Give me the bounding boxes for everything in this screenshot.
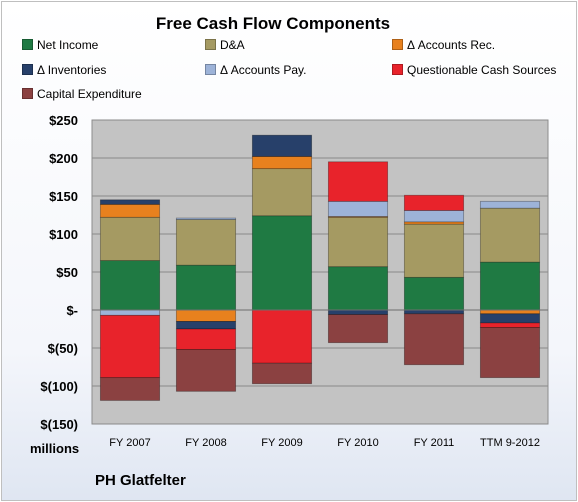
bar-segment (99, 260, 161, 311)
x-tick-label: FY 2007 (109, 437, 150, 449)
bar-segment (99, 309, 161, 316)
legend-item-net-income: Net Income (22, 38, 98, 52)
bar-segment (403, 309, 465, 315)
legend-swatch (22, 39, 33, 50)
bar-segment (403, 223, 465, 278)
bar-segment (175, 217, 237, 220)
bar-segment (479, 261, 541, 311)
y-tick-label: $50 (56, 265, 78, 280)
bar-segment (175, 349, 237, 392)
bar-segment (327, 216, 389, 268)
legend-swatch (205, 64, 216, 75)
x-tick-label: FY 2011 (414, 437, 455, 449)
bar-segment (327, 161, 389, 202)
legend-label: D&A (220, 38, 245, 52)
y-tick-label: $250 (49, 113, 78, 128)
bar-segment (99, 203, 161, 218)
bar-segment (251, 309, 313, 364)
bar-segment (99, 377, 161, 401)
legend-item-accounts-pay: Δ Accounts Pay. (205, 63, 307, 77)
bar-segment (479, 322, 541, 328)
legend-swatch (22, 64, 33, 75)
legend-label: Δ Accounts Pay. (220, 63, 307, 77)
bar-segment (479, 309, 541, 315)
bar-segment (327, 200, 389, 217)
chart-title: Free Cash Flow Components (155, 14, 391, 33)
legend-swatch (22, 88, 33, 99)
bar-segment (99, 314, 161, 379)
x-tick-label: FY 2010 (337, 437, 378, 449)
legend-label: Net Income (37, 38, 99, 52)
y-tick-label: $(50) (48, 341, 78, 356)
y-tick-label: $(150) (40, 417, 78, 432)
bar-segment (175, 264, 237, 311)
y-tick-label: $- (66, 303, 78, 318)
x-tick-label: FY 2008 (185, 437, 226, 449)
bar-segment (403, 313, 465, 366)
bar-segment (479, 207, 541, 263)
bar-segment (251, 156, 313, 170)
bar-segment (479, 327, 541, 379)
bar-segment (251, 215, 313, 311)
bar-segment (175, 219, 237, 266)
units-label: millions (30, 441, 80, 456)
legend-item-capex: Capital Expenditure (22, 87, 142, 101)
bar-segment (327, 266, 389, 311)
x-tick-label: TTM 9-2012 (480, 437, 540, 449)
bar-segment (175, 309, 237, 322)
company-name: PH Glatfelter (95, 472, 186, 489)
legend-swatch (392, 39, 403, 50)
legend-label: Δ Inventories (37, 63, 107, 77)
legend-item-questionable: Questionable Cash Sources (392, 63, 556, 77)
bar-segment (403, 194, 465, 211)
bar-segment (251, 168, 313, 217)
bar-segment (99, 216, 161, 261)
legend-item-da: D&A (205, 38, 245, 52)
bar-segment (327, 309, 389, 315)
y-tick-label: $100 (49, 227, 78, 242)
legend-swatch (392, 64, 403, 75)
legend-label: Questionable Cash Sources (407, 63, 557, 77)
y-tick-label: $150 (49, 189, 78, 204)
legend-swatch (205, 39, 216, 50)
legend-item-accounts-rec: Δ Accounts Rec. (392, 38, 495, 52)
bar-segment (403, 276, 465, 311)
x-tick-label: FY 2009 (261, 437, 302, 449)
y-tick-label: $200 (49, 151, 78, 166)
bar-segment (175, 320, 237, 330)
bar-segment (327, 314, 389, 344)
legend-item-inventories: Δ Inventories (22, 63, 106, 77)
legend-label: Capital Expenditure (37, 87, 142, 101)
bar-segment (251, 134, 313, 157)
bar-segment (403, 210, 465, 223)
y-tick-label: $(100) (40, 379, 78, 394)
bar-segment (175, 328, 237, 350)
bar-segment (479, 200, 541, 209)
bar-segment (251, 362, 313, 385)
bar-segment (99, 199, 161, 205)
bar-segment (479, 313, 541, 324)
legend-label: Δ Accounts Rec. (407, 38, 496, 52)
